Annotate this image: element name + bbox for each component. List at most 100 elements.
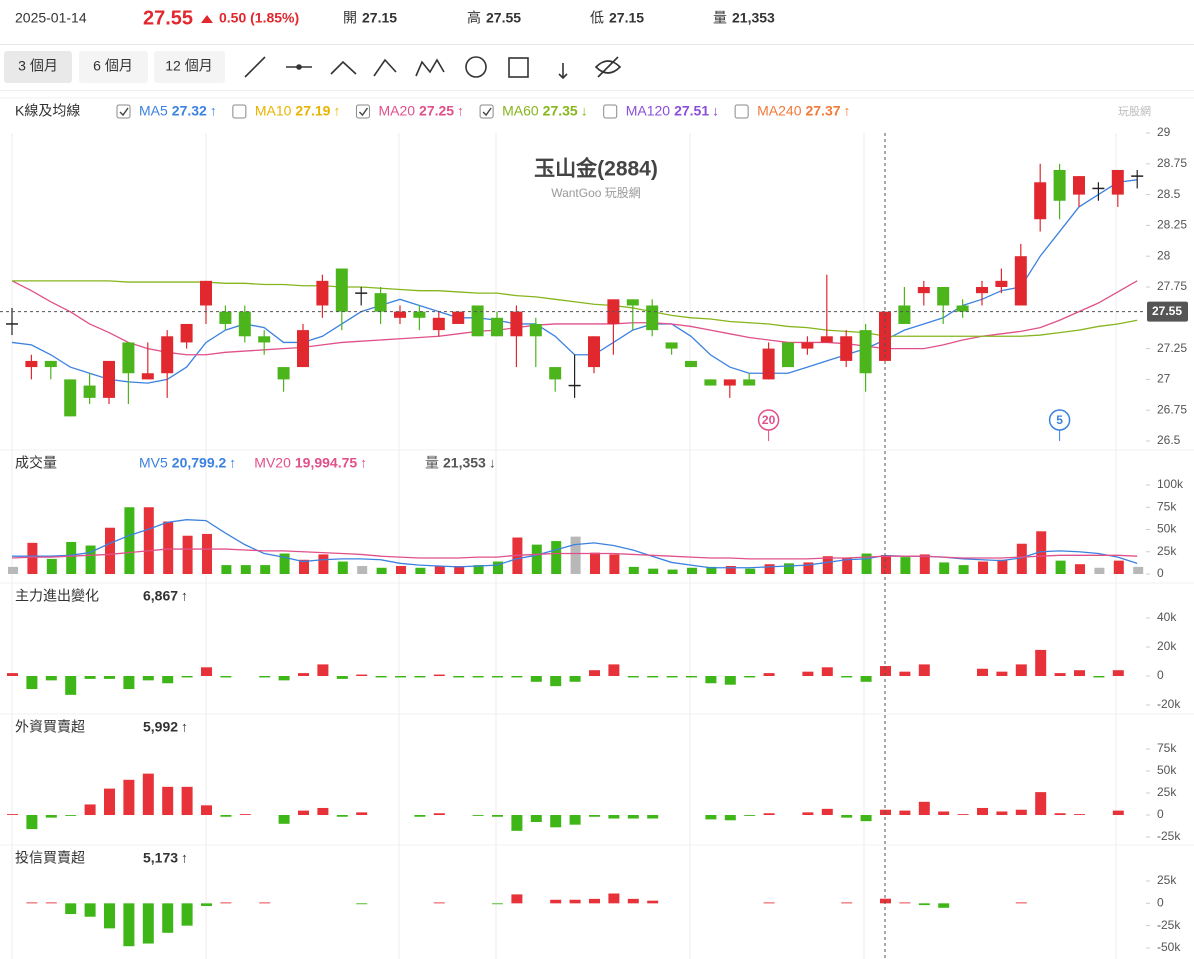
candle-body [801, 342, 814, 349]
flow-bar [84, 676, 96, 679]
candle-body [238, 311, 251, 337]
flow-bar [298, 810, 309, 815]
legend-item[interactable] [603, 104, 618, 119]
flow-bar [530, 815, 542, 823]
candle-body [452, 311, 465, 324]
volume-bar [919, 554, 930, 574]
button-label: 6 個月 [93, 58, 133, 74]
flow-bar [104, 676, 115, 679]
tool-circle[interactable] [465, 56, 487, 78]
legend-text: MA5 [139, 103, 168, 119]
volume-label: 量 [713, 10, 727, 26]
y-tick-label: 20k [1157, 639, 1177, 653]
flow-bar [317, 807, 329, 815]
y-tick-label: 28.25 [1157, 218, 1187, 232]
checkbox [232, 104, 247, 119]
legend-text: 27.32 [172, 103, 207, 119]
button-bg [154, 51, 225, 83]
y-tick-label: 25k [1157, 544, 1177, 558]
flow-bar [1035, 792, 1047, 815]
flow-bar [511, 815, 523, 831]
y-tick-label: 25k [1157, 873, 1177, 887]
y-tick-label: 25k [1157, 785, 1177, 799]
tool-line[interactable] [244, 56, 266, 78]
volume-bar [1133, 566, 1144, 574]
flow-bar [142, 903, 154, 944]
volume-bar [570, 536, 581, 574]
volume-bar [1094, 567, 1105, 574]
flow-bar [569, 899, 581, 904]
flow-bar [162, 676, 174, 684]
panel-title: 投信買賣超 [15, 850, 85, 866]
tool-hline[interactable] [286, 64, 312, 70]
volume-bar [337, 561, 348, 574]
y-tick-label: 100k [1157, 477, 1184, 491]
legend-text: ↑ [333, 103, 340, 119]
candle-body [976, 287, 988, 294]
button-label: 12 個月 [165, 58, 212, 74]
flow-bar [1015, 902, 1027, 904]
flow-bar [336, 676, 348, 679]
tool-abc[interactable] [373, 58, 397, 77]
candle-body [316, 280, 329, 306]
flow-bar [666, 676, 678, 678]
tool-hide[interactable] [594, 56, 622, 78]
check [119, 107, 129, 117]
flow-bar [647, 676, 659, 678]
flow-bar [899, 671, 911, 676]
flow-bar [918, 801, 930, 815]
volume-bar [260, 565, 271, 574]
flow-bar [918, 664, 930, 676]
flow-bar [414, 815, 426, 817]
flow-bar [608, 664, 620, 676]
range-button[interactable]: 6 個月 [79, 51, 148, 83]
candle-body [937, 287, 950, 306]
flow-bar [647, 815, 659, 819]
legend-item[interactable] [116, 104, 131, 119]
change: 0.50 (1.85%) [219, 10, 299, 26]
ma-line [11, 280, 1138, 356]
high: 27.55 [486, 10, 521, 26]
volume-bar [978, 561, 988, 574]
volume-bar [725, 565, 736, 574]
flow-bar [589, 815, 600, 817]
legend-text: 27.51 [674, 103, 709, 119]
y-tick-label: 29 [1157, 125, 1171, 139]
tool-pattern[interactable] [415, 58, 445, 77]
legend-text: 27.19 [295, 103, 330, 119]
volume-bar [842, 557, 853, 574]
tool-angle[interactable] [330, 60, 357, 75]
legend-item[interactable] [479, 104, 494, 119]
open: 27.15 [362, 10, 397, 26]
tool-rect[interactable] [508, 57, 529, 78]
legend-item[interactable] [355, 104, 370, 119]
flow-bar [841, 676, 853, 678]
legend-item[interactable] [734, 104, 749, 119]
flow-bar [841, 815, 853, 818]
flow-bar [84, 903, 96, 917]
volume-bar [124, 507, 135, 574]
tool-text[interactable] [558, 63, 568, 80]
candle-body [879, 311, 891, 361]
legend-text: 20,799.2 [172, 455, 227, 471]
flow-bar [142, 676, 154, 681]
candle-body [83, 385, 96, 398]
flow-bar [589, 898, 600, 904]
range-button[interactable]: 3 個月 [4, 51, 72, 83]
flow-bar [356, 674, 368, 676]
volume-bar [861, 553, 872, 574]
volume-bar [803, 562, 814, 574]
flow-bar [627, 898, 639, 904]
legend-item[interactable] [232, 104, 247, 119]
y-tick-label: 28.75 [1157, 156, 1187, 170]
flow-bar [414, 676, 426, 678]
volume-bar [493, 561, 503, 574]
volume-bar [202, 533, 212, 574]
range-button[interactable]: 12 個月 [154, 51, 225, 83]
flow-bar [1074, 814, 1085, 815]
flow-bar [569, 676, 581, 682]
flow-bar [26, 902, 38, 904]
candle-body [665, 342, 678, 349]
flow-bar [1054, 673, 1066, 676]
